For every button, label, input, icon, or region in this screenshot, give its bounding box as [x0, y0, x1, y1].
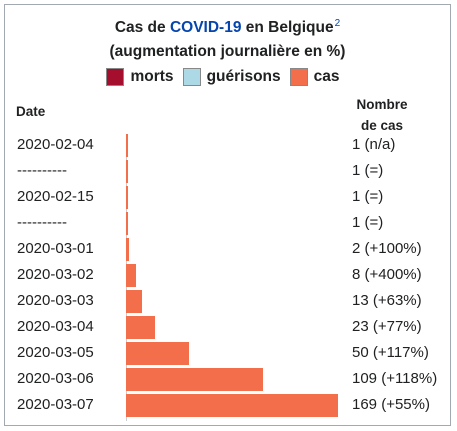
cases-bar	[126, 316, 155, 339]
row-date: 2020-03-06	[17, 370, 94, 387]
table-row: 2020-03-01 2 (+100%)	[5, 236, 450, 262]
row-bar-area	[126, 290, 338, 313]
legend-item-recoveries: guérisons	[182, 68, 281, 86]
row-case-count: 1 (=)	[352, 214, 384, 231]
cases-bar	[126, 290, 142, 313]
table-row: 2020-03-07 169 (+55%)	[5, 392, 450, 418]
cases-color-swatch	[289, 68, 308, 86]
recoveries-color-swatch	[182, 68, 201, 86]
infobox-title: Cas de COVID-19 en Belgique2 (augmentati…	[5, 16, 450, 64]
legend-label-recoveries: guérisons	[206, 68, 281, 85]
row-date: 2020-02-15	[17, 188, 94, 205]
row-bar-area	[126, 368, 338, 391]
cases-bar	[126, 342, 189, 365]
legend-label-cases: cas	[313, 68, 340, 85]
cases-bar	[126, 212, 128, 235]
row-date: ----------	[17, 214, 67, 231]
legend-label-deaths: morts	[130, 68, 174, 85]
row-date: 2020-03-04	[17, 318, 94, 335]
cases-bar	[126, 394, 338, 417]
row-date: ----------	[17, 162, 67, 179]
footnote-reference-link[interactable]: 2	[334, 18, 341, 29]
title-prefix: Cas de	[114, 19, 170, 36]
row-case-count: 13 (+63%)	[352, 292, 422, 309]
table-row: 2020-03-03 13 (+63%)	[5, 288, 450, 314]
row-case-count: 2 (+100%)	[352, 240, 422, 257]
cases-bar	[126, 160, 128, 183]
title-suffix: en Belgique	[241, 19, 334, 36]
row-bar-area	[126, 394, 338, 417]
cases-bar	[126, 238, 129, 261]
cases-bar	[126, 134, 128, 157]
row-bar-area	[126, 342, 338, 365]
row-bar-area	[126, 238, 338, 261]
date-column-header: Date	[16, 104, 46, 119]
table-row: ---------- 1 (=)	[5, 210, 450, 236]
count-column-header: Nombre de cas	[349, 94, 415, 136]
row-date: 2020-03-02	[17, 266, 94, 283]
count-header-line1: Nombre	[356, 97, 408, 112]
row-date: 2020-03-03	[17, 292, 94, 309]
legend-item-cases: cas	[289, 68, 340, 86]
row-bar-area	[126, 186, 338, 209]
row-bar-area	[126, 160, 338, 183]
title-subtitle: (augmentation journalière en %)	[109, 43, 346, 60]
covid-cases-infobox: Cas de COVID-19 en Belgique2 (augmentati…	[4, 4, 451, 426]
row-date: 2020-02-04	[17, 136, 94, 153]
cases-bar	[126, 264, 136, 287]
row-case-count: 50 (+117%)	[352, 344, 429, 361]
row-date: 2020-03-01	[17, 240, 94, 257]
row-date: 2020-03-05	[17, 344, 94, 361]
row-case-count: 8 (+400%)	[352, 266, 422, 283]
legend: morts guérisons cas	[5, 68, 450, 86]
cases-bar	[126, 186, 128, 209]
row-case-count: 1 (=)	[352, 162, 384, 179]
table-row: 2020-03-04 23 (+77%)	[5, 314, 450, 340]
row-date: 2020-03-07	[17, 396, 94, 413]
title-line: Cas de COVID-19 en Belgique2	[5, 16, 450, 40]
row-bar-area	[126, 316, 338, 339]
table-row: 2020-02-04 1 (n/a)	[5, 132, 450, 158]
table-row: 2020-03-02 8 (+400%)	[5, 262, 450, 288]
row-case-count: 1 (=)	[352, 188, 384, 205]
row-bar-area	[126, 212, 338, 235]
row-bar-area	[126, 264, 338, 287]
row-bar-area	[126, 134, 338, 157]
row-case-count: 1 (n/a)	[352, 136, 396, 153]
row-case-count: 169 (+55%)	[352, 396, 430, 413]
row-case-count: 23 (+77%)	[352, 318, 422, 335]
deaths-color-swatch	[106, 68, 125, 86]
covid-19-link[interactable]: COVID-19	[169, 19, 242, 36]
table-row: 2020-02-15 1 (=)	[5, 184, 450, 210]
table-row: ---------- 1 (=)	[5, 158, 450, 184]
count-header-line2: de cas	[360, 118, 404, 133]
cases-bar	[126, 368, 263, 391]
table-row: 2020-03-06 109 (+118%)	[5, 366, 450, 392]
legend-item-deaths: morts	[106, 68, 174, 86]
row-case-count: 109 (+118%)	[352, 370, 438, 387]
table-row: 2020-03-05 50 (+117%)	[5, 340, 450, 366]
